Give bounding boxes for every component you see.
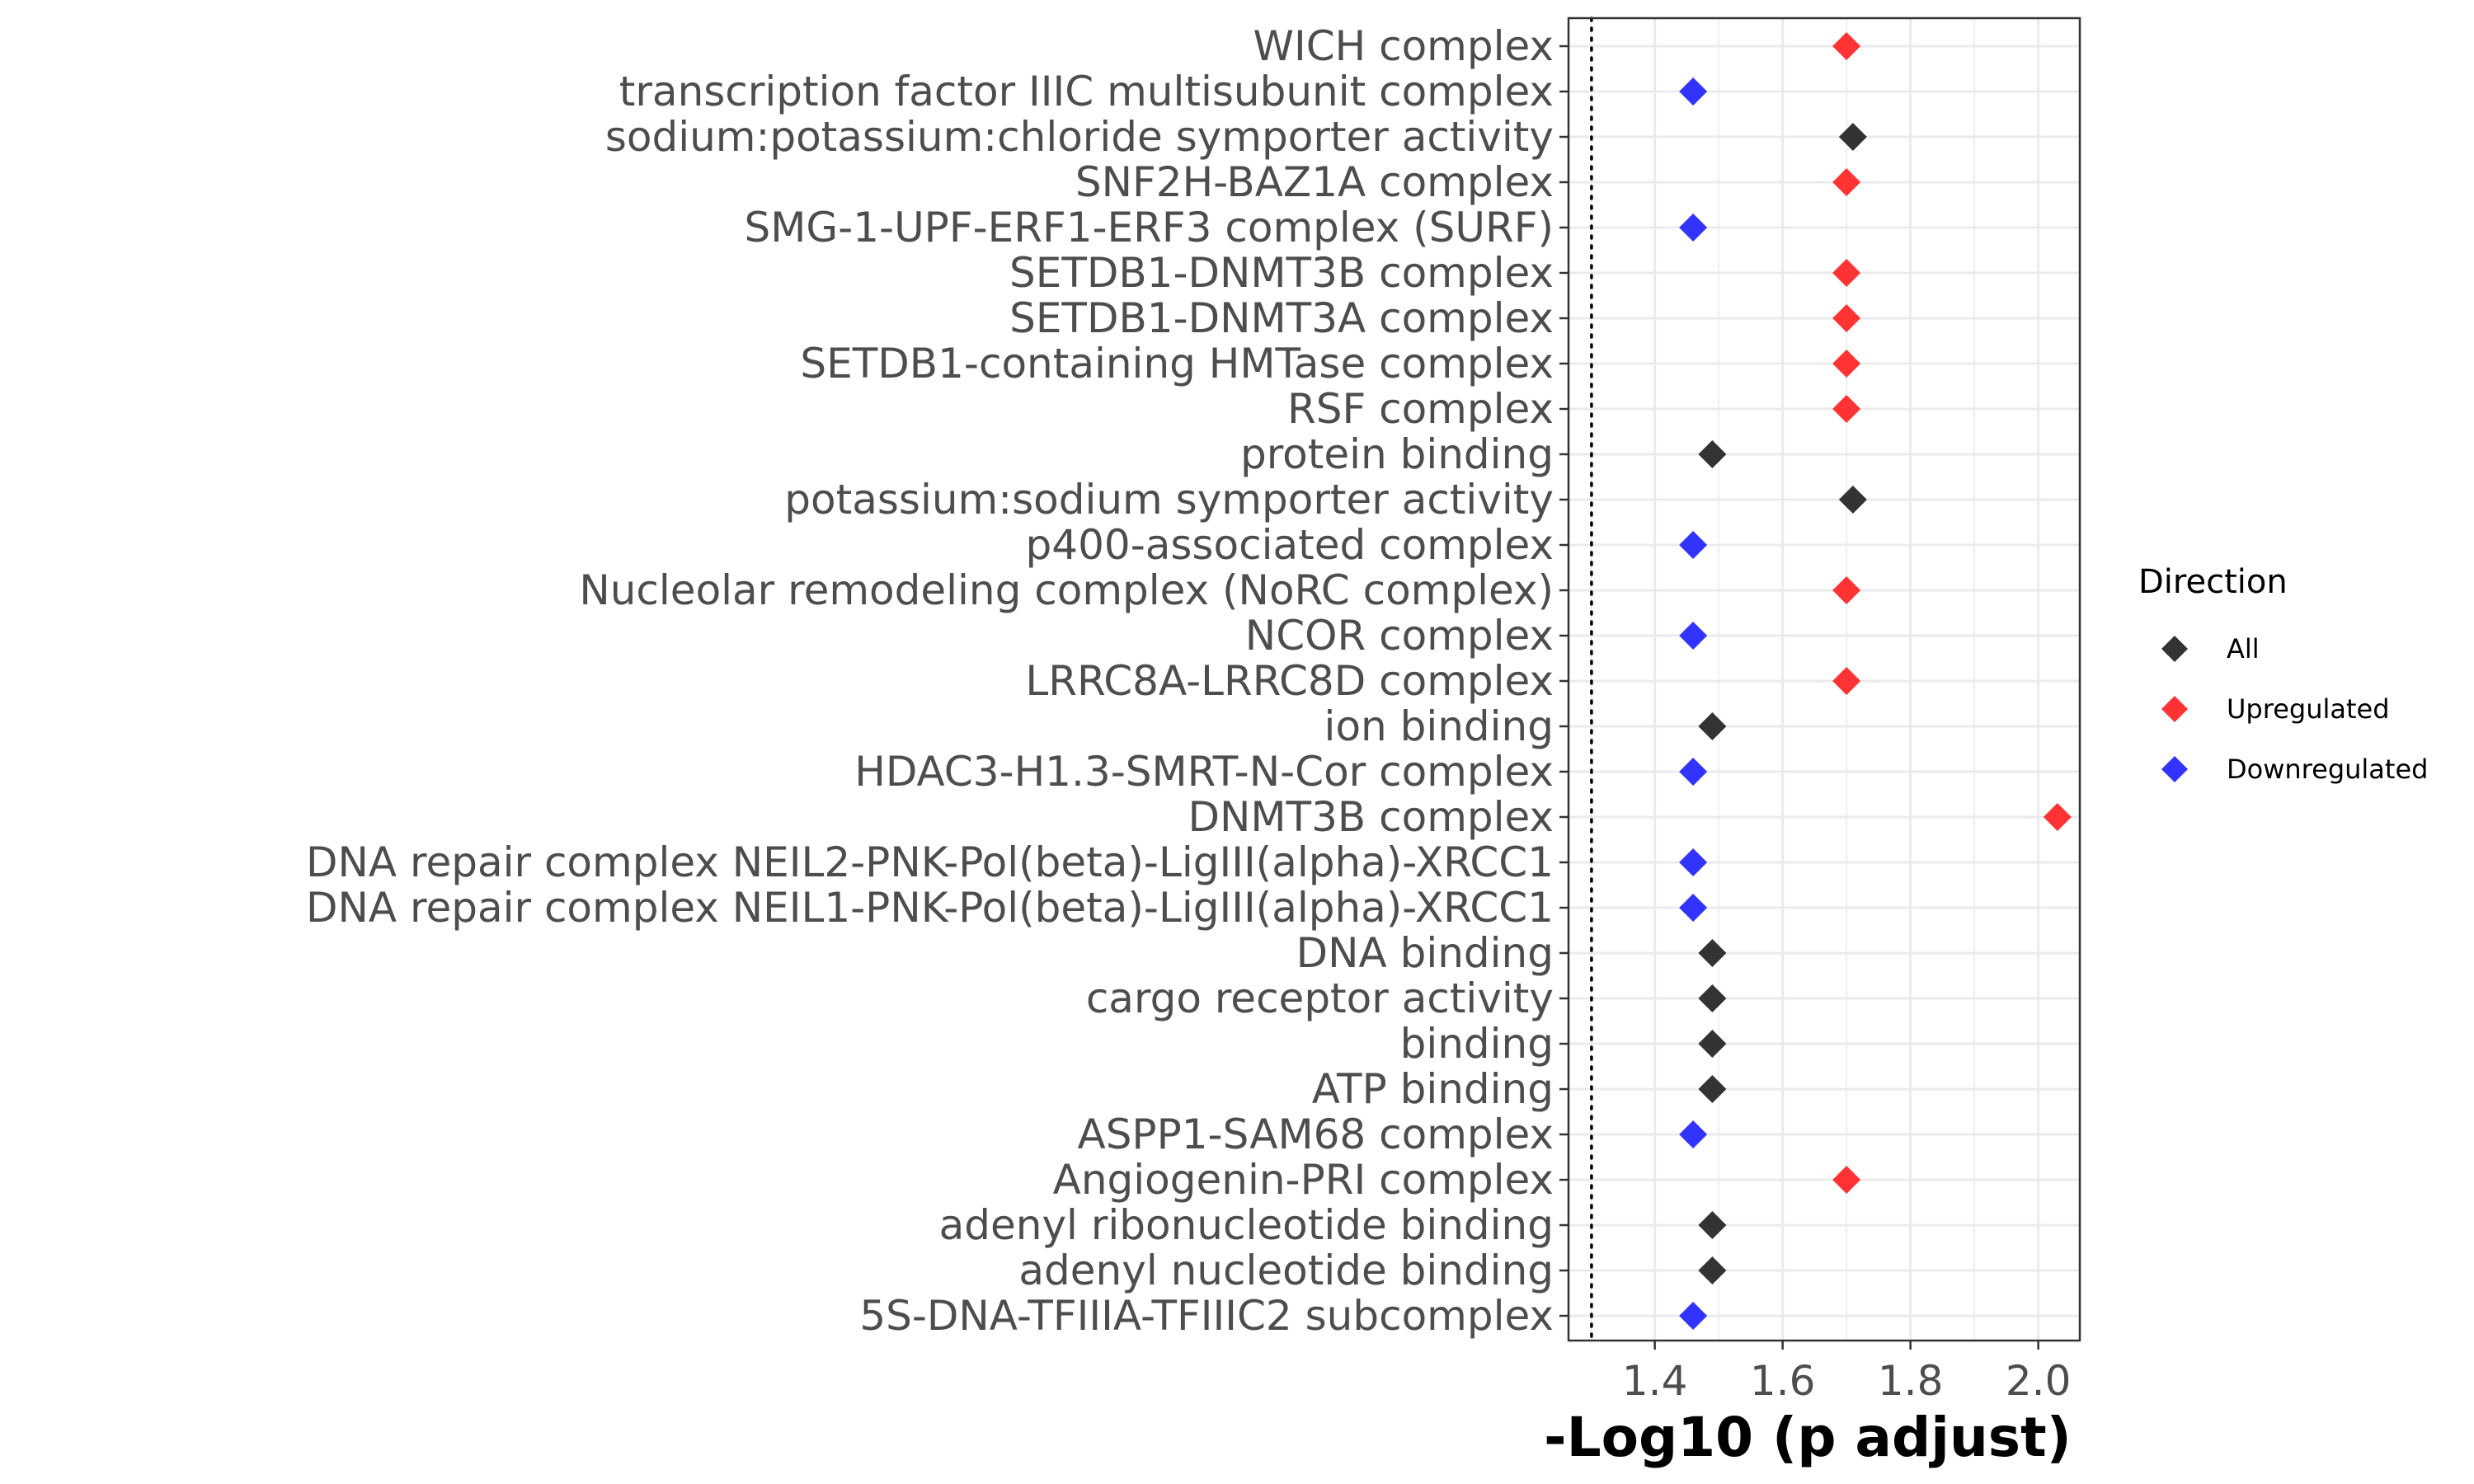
- data-point: [1679, 214, 1708, 242]
- legend-label: Upregulated: [2227, 693, 2390, 725]
- category-label: HDAC3-H1.3-SMRT-N-Cor complex: [854, 748, 1554, 796]
- category-label: protein binding: [1240, 430, 1554, 478]
- data-point: [1679, 77, 1708, 106]
- category-label: potassium:sodium symporter activity: [784, 476, 1554, 524]
- data-point: [1832, 395, 1861, 423]
- category-label: DNA binding: [1296, 929, 1554, 977]
- category-label: RSF complex: [1287, 385, 1554, 433]
- category-label: Nucleolar remodeling complex (NoRC compl…: [579, 566, 1554, 614]
- data-point: [1698, 712, 1727, 740]
- legend-title: Direction: [2138, 563, 2288, 601]
- panel-border: [1567, 16, 2081, 1342]
- data-point: [1832, 667, 1861, 695]
- data-point: [1698, 1075, 1727, 1103]
- data-point: [1679, 848, 1708, 876]
- category-label: WICH complex: [1253, 22, 1554, 70]
- data-point: [1832, 259, 1861, 287]
- category-label: 5S-DNA-TFIIIA-TFIIIC2 subcomplex: [859, 1292, 1554, 1340]
- legend-key: [2161, 756, 2188, 782]
- category-label: DNA repair complex NEIL2-PNK-Pol(beta)-L…: [306, 838, 1554, 886]
- category-label: SETDB1-DNMT3A complex: [1009, 294, 1554, 342]
- category-label: LRRC8A-LRRC8D complex: [1025, 657, 1554, 705]
- data-point: [1698, 440, 1727, 468]
- category-label: p400-associated complex: [1026, 521, 1554, 569]
- panel-background: [1569, 18, 2080, 1341]
- category-label: adenyl nucleotide binding: [1018, 1247, 1554, 1294]
- category-label: cargo receptor activity: [1086, 974, 1554, 1022]
- data-point: [1832, 350, 1861, 378]
- data-point: [1698, 984, 1727, 1012]
- category-label: SNF2H-BAZ1A complex: [1075, 158, 1554, 206]
- data-point: [1832, 32, 1861, 60]
- data-point: [1838, 486, 1867, 514]
- data-point: [1679, 758, 1708, 786]
- category-label: Angiogenin-PRI complex: [1053, 1156, 1554, 1204]
- data-point: [1698, 1030, 1727, 1058]
- data-point: [1832, 576, 1861, 604]
- category-label: SMG-1-UPF-ERF1-ERF3 complex (SURF): [745, 204, 1554, 251]
- category-label: sodium:potassium:chloride symporter acti…: [605, 113, 1554, 161]
- legend-label: All: [2227, 633, 2260, 665]
- data-point: [1679, 894, 1708, 922]
- data-point: [1698, 1211, 1727, 1239]
- category-label: NCOR complex: [1245, 612, 1554, 660]
- data-point: [1832, 1166, 1861, 1194]
- category-label: SETDB1-containing HMTase complex: [800, 340, 1554, 387]
- data-point: [1698, 939, 1727, 967]
- category-label: adenyl ribonucleotide binding: [939, 1201, 1554, 1249]
- x-tick-label: 1.6: [1750, 1357, 1816, 1405]
- category-label: binding: [1400, 1020, 1554, 1068]
- category-label: DNMT3B complex: [1188, 793, 1554, 841]
- grid-layer: [1569, 18, 2080, 1341]
- legend: Direction All Upregulated Downregulated: [2138, 563, 2428, 785]
- data-point: [1698, 1256, 1727, 1284]
- data-point: [1832, 304, 1861, 332]
- x-tick-label: 2.0: [2006, 1357, 2072, 1405]
- data-point: [1832, 168, 1861, 196]
- x-tick-label: 1.4: [1622, 1357, 1688, 1405]
- category-label: DNA repair complex NEIL1-PNK-Pol(beta)-L…: [306, 884, 1554, 932]
- category-label: transcription factor IIIC multisubunit c…: [619, 68, 1554, 115]
- x-axis-title: -Log10 (p adjust): [1544, 1406, 2072, 1469]
- data-point: [2043, 803, 2072, 831]
- legend-key: [2161, 696, 2188, 722]
- data-point: [1679, 622, 1708, 650]
- data-point: [1679, 1302, 1708, 1330]
- legend-key: [2161, 636, 2188, 662]
- category-label: ASPP1-SAM68 complex: [1077, 1111, 1554, 1158]
- points-layer: [1679, 32, 2072, 1330]
- legend-label: Downregulated: [2227, 754, 2428, 785]
- data-point: [1838, 123, 1867, 151]
- data-point: [1679, 1120, 1708, 1148]
- category-label: SETDB1-DNMT3B complex: [1009, 249, 1554, 297]
- x-tick-label: 1.8: [1878, 1357, 1944, 1405]
- category-label: ion binding: [1324, 702, 1554, 750]
- x-axis-ticks: 1.4 1.6 1.8 2.0: [1622, 1341, 2072, 1405]
- panel-frame: [1567, 16, 2081, 1342]
- data-point: [1679, 531, 1708, 559]
- category-label: ATP binding: [1312, 1065, 1554, 1113]
